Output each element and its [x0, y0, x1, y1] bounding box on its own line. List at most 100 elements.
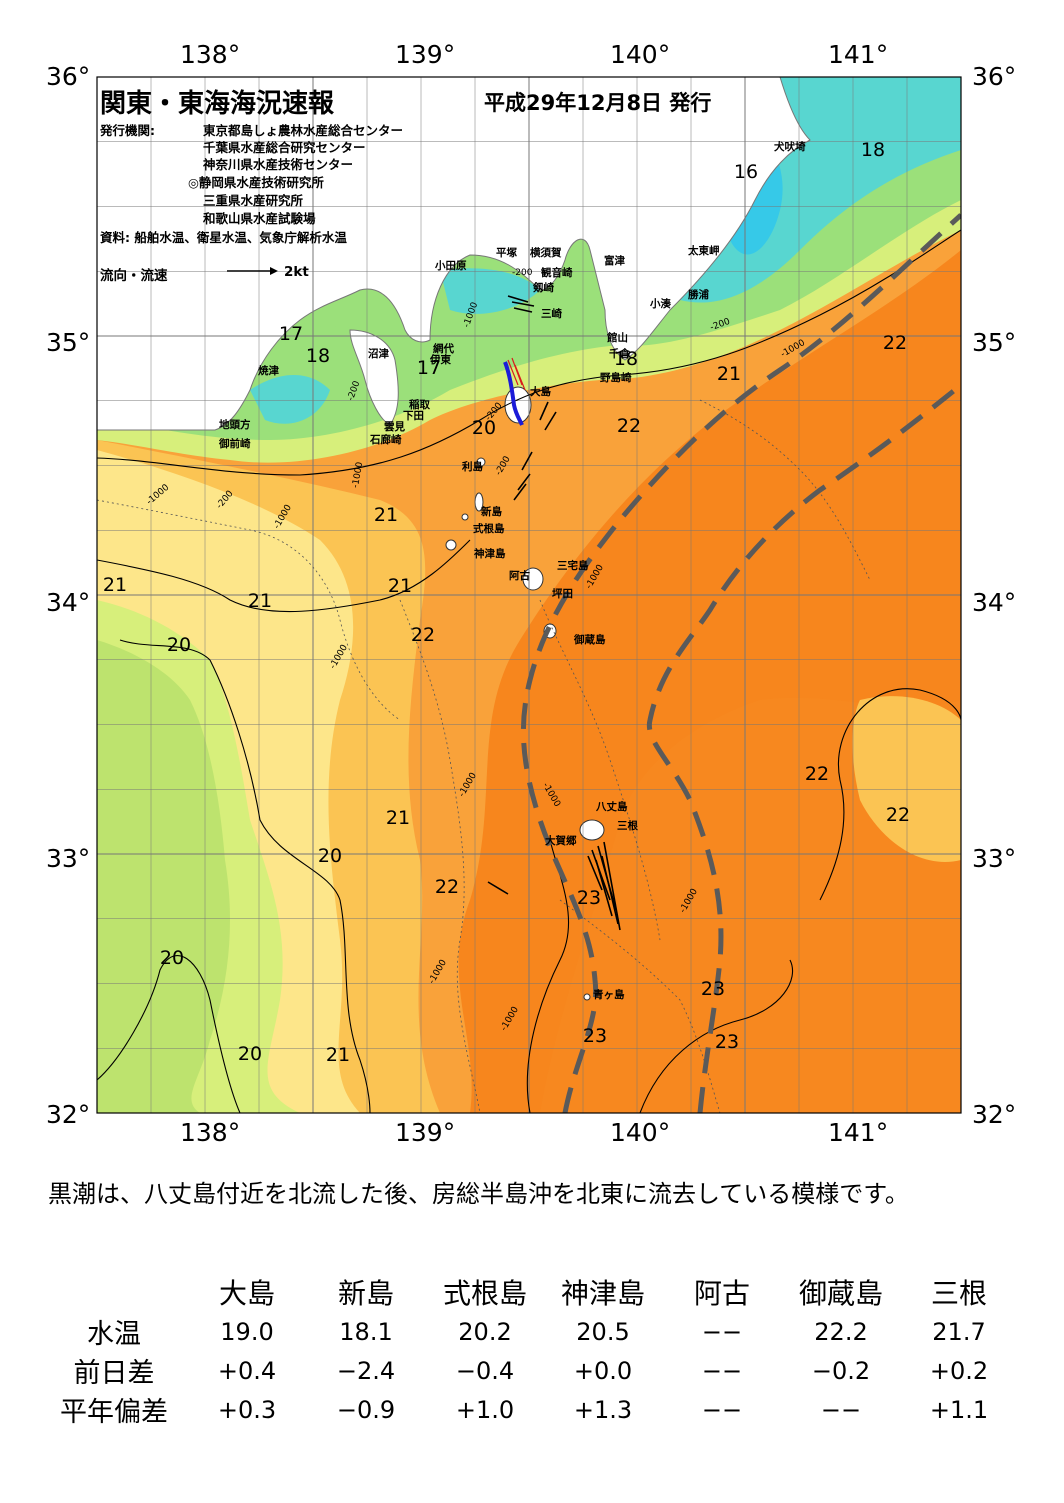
place-katsuura: 勝浦: [688, 289, 709, 301]
sst-label: 22: [804, 763, 830, 785]
station-header: 新島: [337, 1277, 394, 1310]
sst-label: 23: [700, 978, 726, 1000]
place-kumomi: 雲見: [384, 421, 405, 433]
lon-label-top-139: 139°: [395, 40, 456, 69]
place-chikura: 千倉: [609, 348, 630, 360]
sea-surface-temperature-map: [96, 76, 962, 1114]
table-row: 前日差 +0.4 −2.4 −0.4 +0.0 −− −0.2 +0.2: [40, 1351, 1018, 1390]
table-cell: 20.5: [576, 1317, 630, 1346]
lat-label-right-35: 35°: [972, 328, 1017, 357]
lat-label-right-33: 33°: [972, 844, 1017, 873]
table-cell: 20.2: [458, 1317, 512, 1346]
table-cell: +0.3: [217, 1395, 277, 1424]
kuroshio-axis: [520, 213, 961, 1113]
place-jitokata: 地頭方: [219, 419, 251, 431]
place-inubozaki: 犬吠埼: [774, 141, 806, 153]
table-header-row: 大島 新島 式根島 神津島 阿古 御蔵島 三根: [40, 1272, 1018, 1312]
table-cell: −−: [820, 1395, 862, 1424]
lat-label-left-35: 35°: [46, 328, 91, 357]
org-4: ◎静岡県水産技術研究所: [188, 175, 324, 190]
place-taito: 太東岬: [688, 245, 720, 257]
sst-label: 16: [733, 161, 759, 183]
table-cell: 18.1: [339, 1317, 393, 1346]
issue-date: 平成29年12月8日 発行: [484, 91, 712, 115]
lon-label-bottom-139: 139°: [395, 1118, 456, 1147]
table-cell: −2.4: [336, 1356, 396, 1385]
table-cell: −−: [701, 1317, 743, 1346]
table-cell: +1.1: [929, 1395, 989, 1424]
place-futtsu: 富津: [604, 255, 625, 267]
place-hachijojima: 八丈島: [596, 801, 628, 813]
sst-label: 23: [582, 1025, 608, 1047]
lon-label-top-138: 138°: [180, 40, 241, 69]
org-3: 神奈川県水産技術センター: [203, 157, 354, 172]
table-cell: +0.0: [573, 1356, 633, 1385]
sst-label: 17: [278, 323, 304, 345]
current-vectors: [487, 295, 621, 931]
depth-contours: [97, 399, 871, 1113]
sst-label: 22: [410, 624, 436, 646]
table-cell: 21.7: [932, 1317, 986, 1346]
place-yokosuka: 横須賀: [530, 247, 562, 259]
place-ajiro: 網代: [433, 343, 454, 355]
place-oshima: 大島: [530, 386, 551, 398]
sst-label: 20: [166, 634, 192, 656]
lat-label-left-36: 36°: [46, 62, 91, 91]
place-ito: 伊東: [430, 354, 451, 366]
table-cell: −0.9: [336, 1395, 396, 1424]
depth-label: -200: [512, 268, 533, 278]
lon-label-bottom-141: 141°: [828, 1118, 889, 1147]
sst-label: 22: [434, 876, 460, 898]
station-header: 阿古: [693, 1277, 750, 1310]
table-cell: 19.0: [220, 1317, 274, 1346]
place-hiratsuka: 平塚: [496, 247, 517, 259]
sst-label: 18: [613, 348, 639, 370]
place-tsubota: 坪田: [552, 588, 573, 600]
table-cell: +1.3: [573, 1395, 633, 1424]
place-kannonzaki: 観音崎: [541, 267, 573, 279]
sst-label: 18: [305, 345, 331, 367]
current-legend-scale: 2kt: [284, 264, 309, 280]
place-kozushima: 神津島: [474, 548, 506, 560]
lon-label-bottom-138: 138°: [180, 1118, 241, 1147]
sst-label: 22: [616, 415, 642, 437]
sst-label: 23: [576, 887, 602, 909]
lon-label-top-140: 140°: [610, 40, 671, 69]
isotherm-lines: [97, 229, 961, 1113]
row-label: 平年偏差: [60, 1397, 168, 1428]
map-title: 関東・東海海況速報: [100, 89, 335, 119]
sst-label: 21: [716, 363, 742, 385]
table-row: 水温 19.0 18.1 20.2 20.5 −− 22.2 21.7: [40, 1312, 1018, 1351]
org-6: 和歌山県水産試験場: [203, 211, 316, 226]
observation-table: 大島 新島 式根島 神津島 阿古 御蔵島 三根 水温 19.0 18.1 20.…: [40, 1272, 1018, 1429]
current-legend-label: 流向・流速: [100, 268, 168, 284]
lon-label-top-141: 141°: [828, 40, 889, 69]
station-header: 御蔵島: [798, 1277, 883, 1310]
lat-label-right-34: 34°: [972, 588, 1017, 617]
sst-label: 21: [373, 504, 399, 526]
place-tsurugizaki: 剱崎: [533, 282, 554, 294]
sst-label: 20: [237, 1043, 263, 1065]
station-header: 式根島: [442, 1277, 527, 1310]
sst-label: 17: [416, 357, 442, 379]
org-1: 東京都島しょ農林水産総合センター: [203, 123, 404, 138]
table-cell: −0.4: [455, 1356, 515, 1385]
hachijo-island: [579, 819, 605, 841]
place-aogashima: 青ヶ島: [593, 989, 625, 1001]
station-header: 三根: [930, 1277, 987, 1310]
situation-summary: 黒潮は、八丈島付近を北流した後、房総半島沖を北東に流去している模様です。: [48, 1180, 909, 1208]
sst-label: 18: [860, 139, 886, 161]
data-source: 資料: 船舶水温、衛星水温、気象庁解析水温: [100, 230, 347, 245]
lat-label-right-32: 32°: [972, 1100, 1017, 1129]
land-kanto: [97, 77, 811, 431]
sst-label: 20: [317, 845, 343, 867]
sst-label: 21: [387, 575, 413, 597]
table-row: 平年偏差 +0.3 −0.9 +1.0 +1.3 −− −− +1.1: [40, 1390, 1018, 1429]
sst-label: 20: [159, 947, 185, 969]
place-odawara: 小田原: [435, 260, 467, 272]
table-cell: +0.4: [217, 1356, 277, 1385]
sst-label: 22: [885, 804, 911, 826]
row-label: 水温: [87, 1319, 141, 1350]
org-5: 三重県水産研究所: [203, 193, 304, 208]
lat-label-left-32: 32°: [46, 1100, 91, 1129]
